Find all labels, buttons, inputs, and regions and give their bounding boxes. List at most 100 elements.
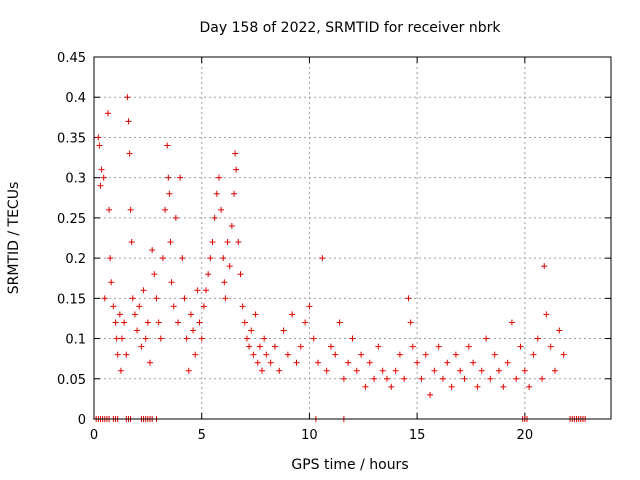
data-point [375,343,382,350]
data-point [530,351,537,358]
data-point [422,351,429,358]
data-point [144,319,151,326]
data-point [409,343,416,350]
data-point [319,255,326,262]
data-point [231,190,238,197]
data-point [289,311,296,318]
data-point [165,174,172,181]
data-point [457,367,464,374]
data-point [218,206,225,213]
data-point [435,343,442,350]
axis-ticks: 0 0.05 0.1 0.15 0.2 0.25 0.3 0.35 0.4 0.45 0 5 10 15 2… [57,51,611,443]
data-point [461,375,468,382]
data-point [302,319,309,326]
data-point [284,351,291,358]
data-point [280,327,287,334]
data-point [254,359,261,366]
data-point [323,367,330,374]
data-point [383,375,390,382]
data-point [371,375,378,382]
data-point [196,319,203,326]
data-point [167,239,174,246]
data-point [271,343,278,350]
data-point [147,359,154,366]
data-point [153,295,160,302]
data-point [185,367,192,374]
data-point [124,94,131,101]
data-point [241,319,248,326]
y-tick-label: 0.35 [57,131,86,146]
data-point [235,239,242,246]
data-point [431,367,438,374]
data-point [113,335,120,342]
data-point [483,335,490,342]
data-point [211,214,218,221]
data-point [194,287,201,294]
data-point [349,335,356,342]
data-point [168,279,175,286]
data-point [345,359,352,366]
data-point [222,295,229,302]
x-tick-label: 5 [198,428,206,443]
y-tick-label: 0 [78,413,86,428]
y-tick-label: 0.4 [65,91,86,106]
data-point [190,327,197,334]
data-point [315,359,322,366]
data-point [414,359,421,366]
data-point [306,303,313,310]
data-point [228,222,235,229]
data-point [233,166,240,173]
data-point [183,335,190,342]
data-point [142,335,149,342]
data-point [151,271,158,278]
data-point [170,303,177,310]
data-point [259,367,266,374]
data-point [125,118,132,125]
data-point [517,343,524,350]
data-point [252,311,259,318]
data-point [100,174,107,181]
data-point [239,303,246,310]
data-point [392,367,399,374]
data-point [97,182,104,189]
data-point [276,367,283,374]
data-point [205,271,212,278]
data-point [452,351,459,358]
data-point [427,391,434,398]
data-point [221,279,228,286]
y-tick-label: 0.45 [57,51,86,66]
chart-title: Day 158 of 2022, SRMTID for receiver nbr… [199,20,501,36]
data-point [327,343,334,350]
data-point [407,319,414,326]
data-point [192,351,199,358]
data-point [98,166,105,173]
data-point [126,150,133,157]
data-point [500,383,507,390]
data-point [105,110,112,117]
y-axis-title: SRMTID / TECUs [6,182,22,295]
data-point [108,279,115,286]
data-point [470,359,477,366]
data-point [138,343,145,350]
data-point [155,319,162,326]
data-point [112,319,119,326]
data-point [448,383,455,390]
y-tick-label: 0.15 [57,292,86,307]
data-point [444,359,451,366]
data-point [107,255,114,262]
data-point [134,327,141,334]
data-point [310,335,317,342]
x-tick-label: 10 [301,428,318,443]
data-point [439,375,446,382]
data-point [243,335,250,342]
data-point [215,174,222,181]
data-point [340,375,347,382]
data-point [248,327,255,334]
data-point [117,367,124,374]
data-point [226,263,233,270]
data-point [207,255,214,262]
data-point [179,255,186,262]
data-point [526,383,533,390]
data-point [106,206,113,213]
